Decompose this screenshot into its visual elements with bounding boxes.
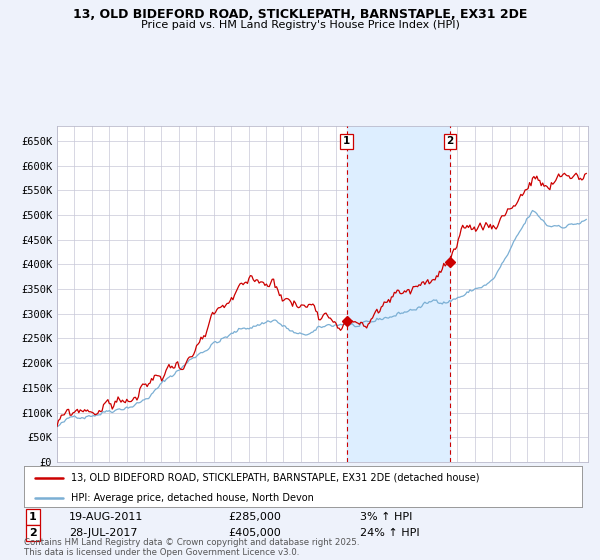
Text: 2: 2	[29, 528, 37, 538]
Text: 28-JUL-2017: 28-JUL-2017	[69, 528, 137, 538]
Text: £285,000: £285,000	[228, 512, 281, 522]
Text: Price paid vs. HM Land Registry's House Price Index (HPI): Price paid vs. HM Land Registry's House …	[140, 20, 460, 30]
Text: 1: 1	[343, 136, 350, 146]
Text: 3% ↑ HPI: 3% ↑ HPI	[360, 512, 412, 522]
Text: 24% ↑ HPI: 24% ↑ HPI	[360, 528, 419, 538]
Text: 2: 2	[446, 136, 454, 146]
Bar	[347, 126, 450, 462]
Text: 19-AUG-2011: 19-AUG-2011	[69, 512, 143, 522]
Text: 13, OLD BIDEFORD ROAD, STICKLEPATH, BARNSTAPLE, EX31 2DE: 13, OLD BIDEFORD ROAD, STICKLEPATH, BARN…	[73, 8, 527, 21]
Text: £405,000: £405,000	[228, 528, 281, 538]
Text: Contains HM Land Registry data © Crown copyright and database right 2025.
This d: Contains HM Land Registry data © Crown c…	[24, 538, 359, 557]
Text: 13, OLD BIDEFORD ROAD, STICKLEPATH, BARNSTAPLE, EX31 2DE (detached house): 13, OLD BIDEFORD ROAD, STICKLEPATH, BARN…	[71, 473, 480, 483]
Text: 1: 1	[29, 512, 37, 522]
Text: HPI: Average price, detached house, North Devon: HPI: Average price, detached house, Nort…	[71, 493, 314, 503]
